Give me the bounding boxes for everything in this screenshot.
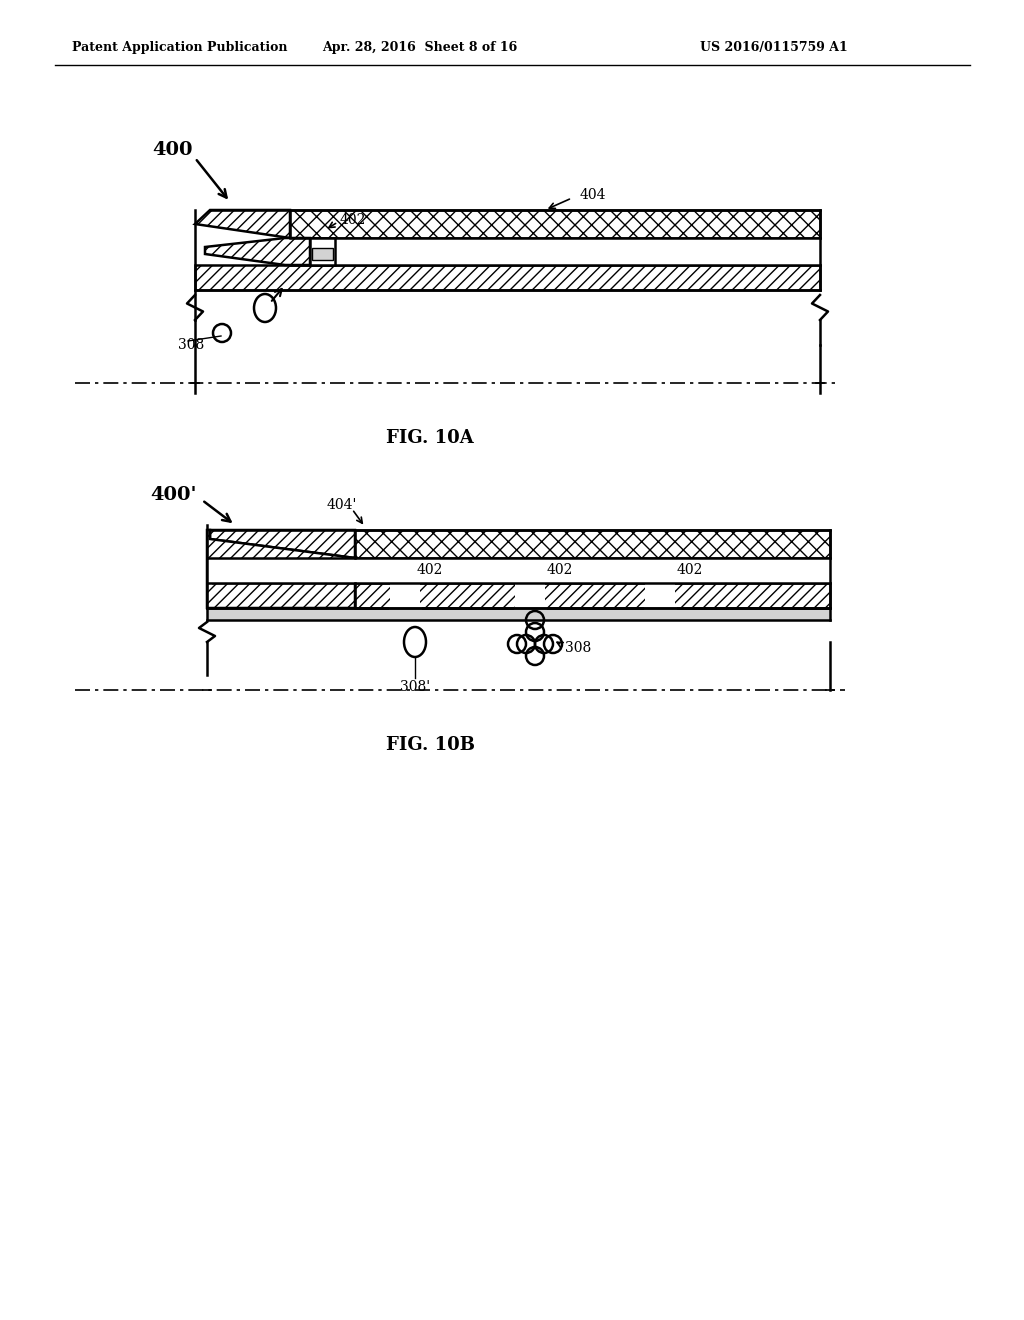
Polygon shape — [205, 238, 310, 265]
Bar — [310, 238, 335, 265]
Bar — [195, 265, 820, 290]
Bar — [207, 558, 355, 583]
Text: US 2016/0115759 A1: US 2016/0115759 A1 — [700, 41, 848, 54]
Bar — [645, 583, 675, 607]
Bar — [355, 558, 830, 583]
Bar — [207, 609, 830, 620]
Text: 402: 402 — [547, 564, 573, 578]
Text: Apr. 28, 2016  Sheet 8 of 16: Apr. 28, 2016 Sheet 8 of 16 — [323, 41, 517, 54]
Bar — [515, 583, 545, 607]
Text: 402: 402 — [417, 564, 443, 578]
Text: 402: 402 — [677, 564, 703, 578]
Text: 308: 308 — [565, 642, 591, 655]
Text: 404': 404' — [327, 498, 357, 512]
Bar — [355, 583, 830, 609]
Bar — [290, 210, 820, 238]
Text: Patent Application Publication: Patent Application Publication — [72, 41, 288, 54]
Text: 308': 308' — [400, 680, 430, 694]
Text: FIG. 10B: FIG. 10B — [385, 737, 474, 754]
Text: 400': 400' — [150, 486, 197, 504]
Bar — [290, 238, 820, 265]
Polygon shape — [195, 210, 290, 238]
Bar — [312, 248, 333, 260]
Bar — [390, 583, 420, 607]
Text: 404: 404 — [580, 187, 606, 202]
Polygon shape — [210, 531, 355, 558]
Bar — [355, 531, 830, 558]
Text: 308: 308 — [178, 338, 204, 352]
Text: FIG. 10A: FIG. 10A — [386, 429, 474, 447]
Text: 402: 402 — [340, 213, 367, 227]
Text: 400: 400 — [152, 141, 193, 158]
Polygon shape — [207, 531, 355, 609]
